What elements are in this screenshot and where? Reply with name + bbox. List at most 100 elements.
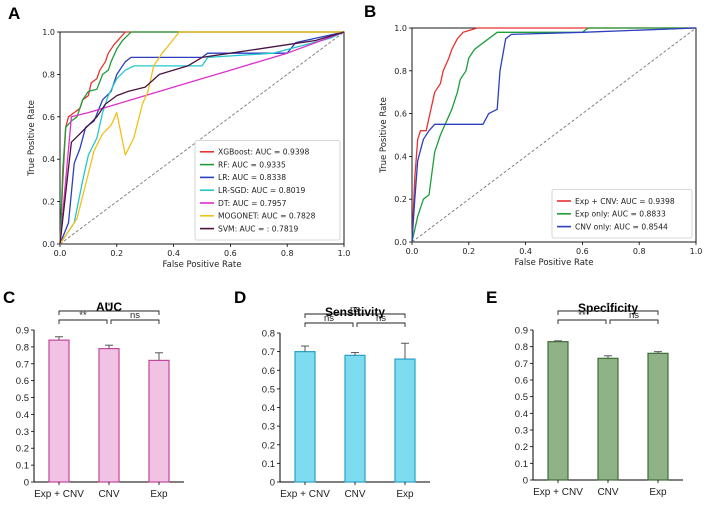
category-label: Exp + CNV — [34, 489, 84, 500]
y-tick-label: 0.7 — [262, 347, 275, 358]
y-tick-label: 0.6 — [515, 376, 528, 387]
bar-1 — [597, 357, 619, 481]
y-tick-label: 0 — [523, 476, 528, 487]
y-tick-label: 0.3 — [16, 427, 29, 438]
bar-0 — [48, 339, 70, 483]
significance-bracket — [609, 319, 659, 324]
y-tick-label: 0.0 — [394, 238, 407, 247]
y-tick-label: 0.2 — [515, 442, 528, 453]
y-tick-label: 0.4 — [16, 410, 29, 421]
category-label: Exp + CNV — [533, 487, 583, 498]
y-tick-label: 0.7 — [515, 359, 528, 370]
bar-chart-sensitivity: Sensitivity 0 0.1 0.2 0.3 0.4 0.5 0.6 0.7 0.8 Exp … — [262, 304, 430, 500]
y-axis-label: True Positive Rate — [27, 100, 37, 177]
y-tick-label: 0.6 — [16, 376, 29, 387]
significance-bracket — [58, 319, 108, 324]
significance-bracket — [356, 322, 406, 327]
chart-title: AUC — [96, 300, 122, 314]
legend-entry: MOGONET: AUC = 0.7828 — [218, 212, 316, 221]
y-tick-label: 0.8 — [16, 342, 29, 353]
roc-curve-0 — [411, 27, 696, 243]
x-tick-label: 0.4 — [519, 247, 532, 256]
category-label: Exp — [150, 489, 168, 500]
x-tick-label: 1.0 — [690, 247, 703, 256]
legend-entry: Exp + CNV: AUC = 0.9398 — [575, 197, 675, 206]
x-tick-label: 0.6 — [224, 249, 237, 258]
significance-label: ** — [79, 310, 87, 321]
y-tick-label: 0.4 — [42, 155, 55, 164]
roc-curve-1 — [59, 31, 344, 245]
y-tick-label: 0.1 — [515, 459, 528, 470]
roc-curve-6 — [59, 31, 345, 245]
significance-label: ** — [578, 310, 586, 321]
panel-letter-d: D — [234, 288, 246, 307]
y-tick-label: 0.9 — [515, 326, 528, 337]
significance-bracket — [304, 313, 406, 318]
x-tick-label: 0.8 — [633, 247, 646, 256]
x-axis-label: False Positive Rate — [163, 260, 242, 270]
significance-label: * — [107, 301, 111, 312]
roc-curve-5 — [59, 31, 344, 245]
significance-bracket — [110, 319, 160, 324]
legend-entry: Exp only: AUC = 0.8833 — [575, 210, 666, 219]
significance-label: * — [606, 301, 610, 312]
roc-curve-0 — [59, 31, 344, 245]
y-axis-label: True Positive Rate — [379, 97, 389, 174]
category-label: Exp + CNV — [280, 489, 330, 500]
y-tick-label: 0.6 — [262, 366, 275, 377]
y-tick-label: 0.9 — [16, 326, 29, 337]
y-tick-label: 0.3 — [515, 426, 528, 437]
x-tick-label: 0.8 — [281, 249, 294, 258]
y-tick-label: 0.2 — [42, 198, 55, 207]
category-label: Exp — [649, 487, 667, 498]
y-tick-label: 0.7 — [16, 359, 29, 370]
significance-bracket — [304, 322, 354, 327]
roc-chart-models: 0.0 0.2 0.4 0.6 0.8 1.0 0.0 0.2 0.4 0.6 0.8 1.0 Fals… — [27, 28, 350, 270]
category-label: CNV — [344, 489, 365, 500]
x-tick-label: 0.2 — [110, 249, 123, 258]
y-tick-label: 0.5 — [16, 393, 29, 404]
chance-diagonal-line — [411, 27, 697, 243]
x-tick-label: 0.0 — [406, 247, 419, 256]
y-tick-label: 0.8 — [394, 67, 407, 76]
roc-chart-data-types: 0.0 0.2 0.4 0.6 0.8 1.0 0.0 0.2 0.4 0.6 0.8 1.0 Fals… — [379, 24, 702, 268]
legend-entry: CNV only: AUC = 0.8544 — [575, 222, 668, 231]
legend-entry: LR-SGD: AUC = 0.8019 — [218, 186, 305, 195]
roc-curve-4 — [59, 31, 345, 245]
y-tick-label: 0.8 — [262, 329, 275, 340]
chart-title: Sensitivity — [325, 305, 385, 319]
y-tick-label: 0.0 — [42, 240, 55, 249]
panel-letter-b: B — [364, 2, 376, 21]
significance-label: ns — [324, 313, 334, 324]
significance-label: ns — [376, 313, 386, 324]
y-tick-label: 0 — [24, 478, 29, 489]
roc-curve-3 — [59, 31, 345, 245]
significance-label: ns — [629, 310, 639, 321]
legend-entry: RF: AUC = 0.9335 — [218, 160, 286, 169]
y-tick-label: 0.8 — [42, 70, 55, 79]
bar-1 — [344, 354, 366, 483]
legend-box — [194, 139, 341, 241]
category-label: Exp — [396, 489, 414, 500]
y-tick-label: 0.1 — [262, 459, 275, 470]
y-tick-label: 0.4 — [515, 409, 528, 420]
y-tick-label: 0.5 — [262, 384, 275, 395]
panel-letter-a: A — [8, 4, 20, 23]
bar-2 — [394, 358, 416, 483]
x-tick-label: 0.2 — [462, 247, 475, 256]
legend-entry: SVM: AUC = : 0.7819 — [218, 224, 298, 233]
y-tick-label: 0.4 — [262, 403, 275, 414]
x-tick-label: 0.0 — [54, 249, 67, 258]
y-tick-label: 0.2 — [394, 195, 407, 204]
category-label: CNV — [98, 489, 119, 500]
bar-2 — [148, 359, 170, 483]
significance-bracket — [557, 310, 659, 315]
panel-letter-e: E — [486, 288, 497, 307]
x-axis-label: False Positive Rate — [515, 258, 594, 268]
y-tick-label: 0.6 — [42, 113, 55, 122]
significance-bracket — [58, 310, 160, 315]
category-label: CNV — [597, 487, 618, 498]
bar-chart-auc: AUC 0 0.1 0.2 0.3 0.4 0.5 0.6 0.7 0.8 0.9 Exp + CNV… — [16, 300, 184, 500]
significance-bracket — [557, 319, 607, 324]
